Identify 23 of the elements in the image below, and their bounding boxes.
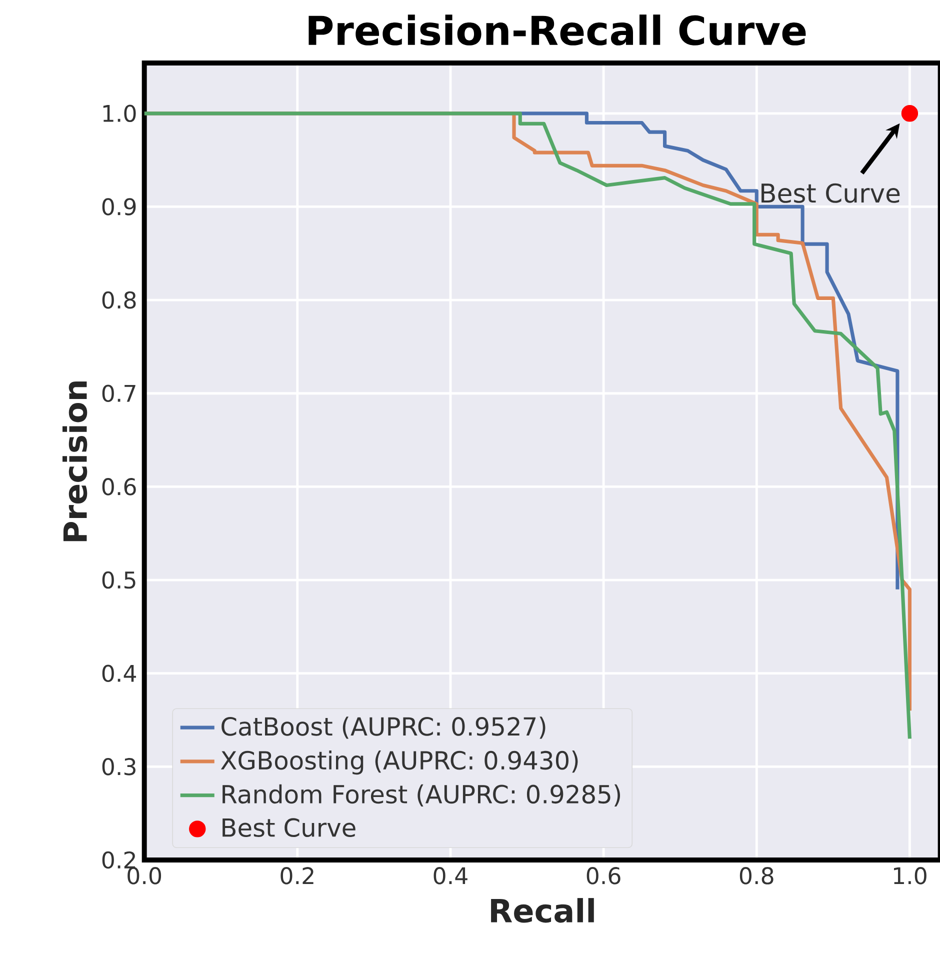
legend-label: CatBoost (AUPRC: 0.9527) bbox=[221, 716, 546, 739]
y-axis-title: Precision bbox=[62, 381, 87, 542]
legend-label: Random Forest (AUPRC: 0.9285) bbox=[222, 784, 620, 807]
x-tick-label: 0.0 bbox=[127, 867, 161, 884]
y-tick-label: 0.6 bbox=[102, 478, 136, 496]
legend-label: XGBoosting (AUPRC: 0.9430) bbox=[220, 750, 578, 775]
y-tick-label: 0.3 bbox=[102, 758, 136, 776]
chart-title: Precision-Recall Curve bbox=[308, 14, 806, 46]
legend-label: Best Curve bbox=[222, 818, 356, 838]
annotation: Best Curve bbox=[761, 183, 900, 203]
x-tick-label: 0.4 bbox=[434, 867, 468, 884]
x-tick-label: 0.8 bbox=[740, 867, 774, 884]
y-tick-label: 1.0 bbox=[103, 104, 136, 122]
y-tick-label: 0.2 bbox=[102, 851, 135, 869]
x-axis-title: Recall bbox=[490, 898, 594, 923]
y-tick-label: 0.9 bbox=[102, 198, 136, 216]
y-tick-label: 0.8 bbox=[102, 291, 136, 309]
x-tick-label: 0.6 bbox=[586, 867, 620, 884]
y-tick-label: 0.5 bbox=[102, 571, 136, 589]
x-tick-label: 0.2 bbox=[280, 867, 314, 884]
y-tick-label: 0.4 bbox=[102, 664, 136, 682]
x-tick-label: 1.0 bbox=[894, 867, 926, 884]
y-tick-label: 0.7 bbox=[102, 384, 136, 402]
